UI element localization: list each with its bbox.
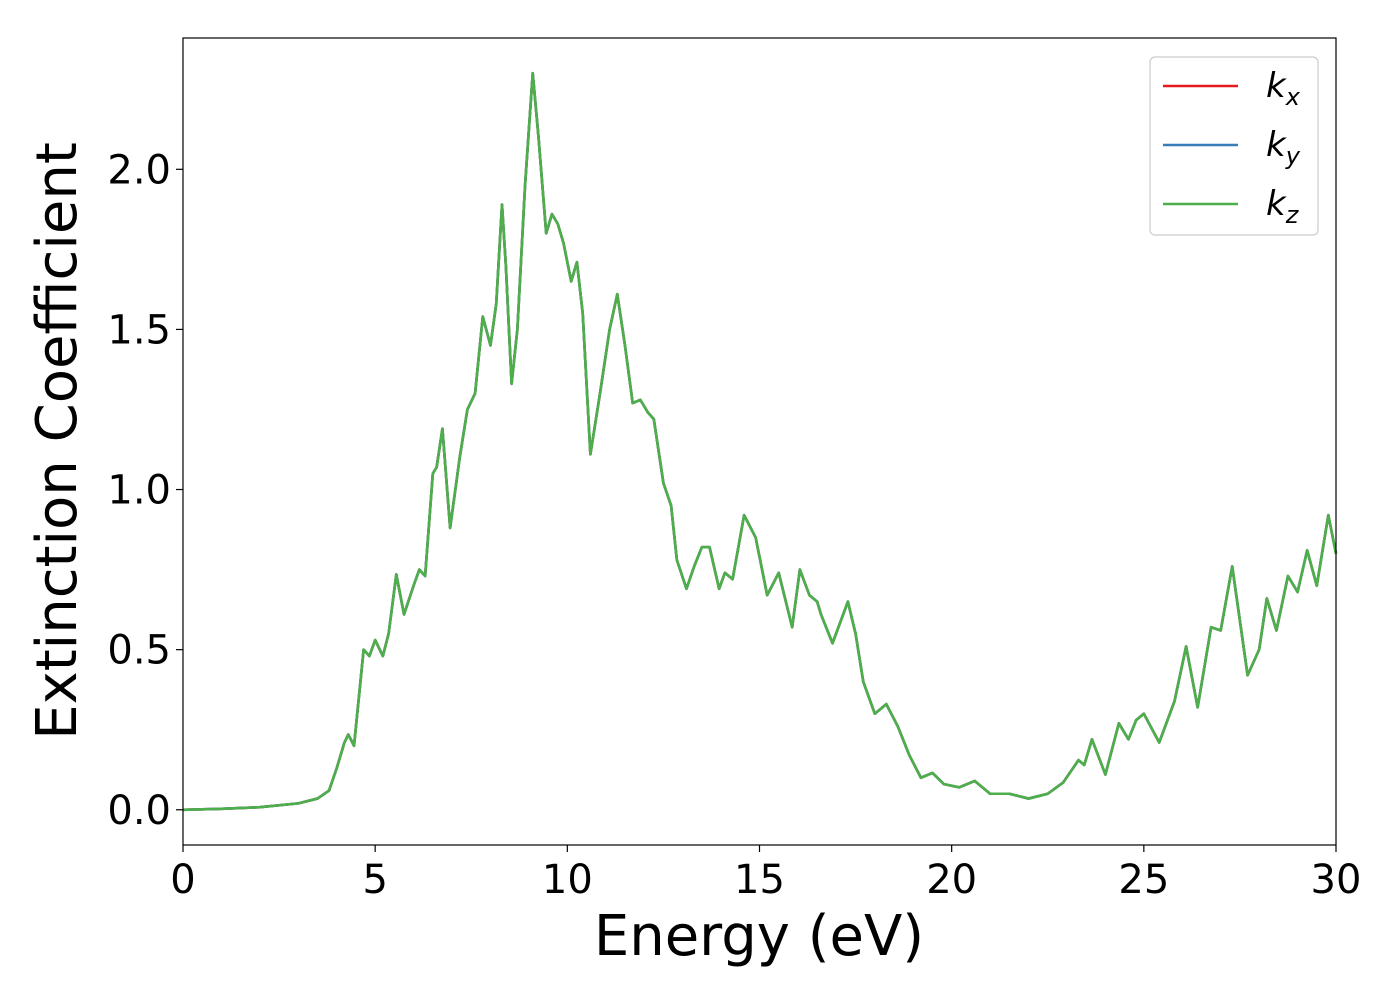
x-tick-label: 0 xyxy=(170,857,195,903)
y-tick-label: 0.5 xyxy=(107,628,171,674)
x-tick-label: 10 xyxy=(542,857,593,903)
x-axis-label: Energy (eV) xyxy=(594,904,924,969)
x-tick-label: 5 xyxy=(362,857,387,903)
x-tick-label: 30 xyxy=(1311,857,1362,903)
x-tick-label: 25 xyxy=(1118,857,1169,903)
series-line xyxy=(182,71,1338,812)
legend-label: kz xyxy=(1266,184,1300,229)
y-tick-label: 1.0 xyxy=(107,468,171,514)
x-tick-label: 15 xyxy=(734,857,785,903)
legend-label: ky xyxy=(1266,125,1301,170)
x-tick-label: 20 xyxy=(926,857,977,903)
legend: kx ky kz xyxy=(1149,56,1319,236)
y-axis-label: Extinction Coefficient xyxy=(25,142,90,740)
y-tick-label: 2.0 xyxy=(107,147,171,193)
y-tick-label: 0.0 xyxy=(107,788,171,834)
y-tick-label: 1.5 xyxy=(107,307,171,353)
legend-label: kx xyxy=(1266,66,1301,111)
plot-frame xyxy=(182,37,1337,846)
